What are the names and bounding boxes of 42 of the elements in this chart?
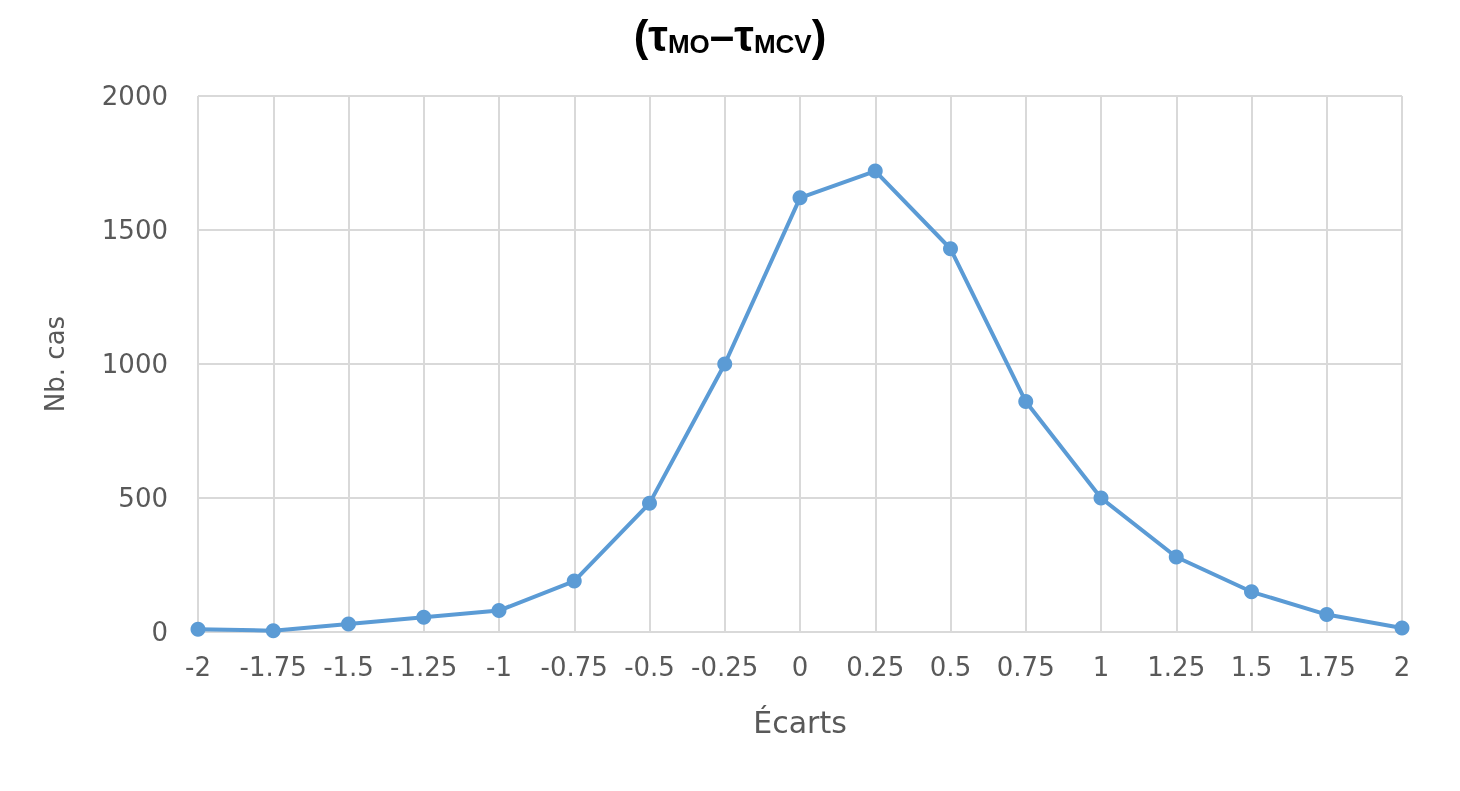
point bbox=[1093, 490, 1109, 506]
x-tick-label: 1.5 bbox=[1230, 652, 1273, 682]
x-tick-label: 0 bbox=[791, 652, 809, 682]
point bbox=[1018, 394, 1034, 410]
point bbox=[717, 356, 733, 372]
point bbox=[265, 623, 281, 639]
x-tick-label: 1.25 bbox=[1147, 652, 1206, 682]
y-tick-label: 0 bbox=[151, 617, 168, 647]
x-tick-label: -1.75 bbox=[239, 652, 307, 682]
point bbox=[341, 616, 356, 632]
point bbox=[1394, 620, 1410, 636]
x-tick-label: -1.25 bbox=[390, 652, 458, 682]
x-tick-label: -0.75 bbox=[540, 652, 608, 682]
x-tick-label: 1 bbox=[1092, 652, 1110, 682]
point bbox=[190, 621, 206, 637]
point bbox=[1244, 584, 1259, 600]
x-tick-label: -0.25 bbox=[691, 652, 759, 682]
x-tick-label: 1.75 bbox=[1297, 652, 1356, 682]
y-tick-label: 1500 bbox=[101, 215, 168, 245]
y-axis-title: Nb. cas bbox=[40, 315, 70, 413]
x-tick-label: 0.75 bbox=[996, 652, 1055, 682]
x-tick-label: 0.5 bbox=[929, 652, 972, 682]
y-tick-label: 1000 bbox=[101, 349, 168, 379]
x-tick-label: -0.5 bbox=[624, 652, 675, 682]
point bbox=[491, 603, 507, 619]
x-tick-label: -1.5 bbox=[323, 652, 374, 682]
point bbox=[792, 190, 808, 206]
x-tick-label: -1 bbox=[486, 652, 512, 682]
point bbox=[1319, 607, 1335, 623]
point bbox=[867, 163, 883, 179]
chart-title: (τMO–τMCV) bbox=[633, 10, 827, 60]
x-axis-title: Écarts bbox=[753, 704, 847, 740]
y-tick-label: 2000 bbox=[101, 81, 168, 111]
point bbox=[642, 495, 657, 511]
point bbox=[566, 573, 582, 589]
x-tick-label: 2 bbox=[1393, 652, 1411, 682]
x-tick-label: 0.25 bbox=[846, 652, 905, 682]
y-tick-label: 500 bbox=[118, 483, 168, 513]
point bbox=[416, 609, 432, 625]
point bbox=[943, 241, 958, 257]
x-tick-label: -2 bbox=[185, 652, 211, 682]
point bbox=[1168, 549, 1184, 565]
